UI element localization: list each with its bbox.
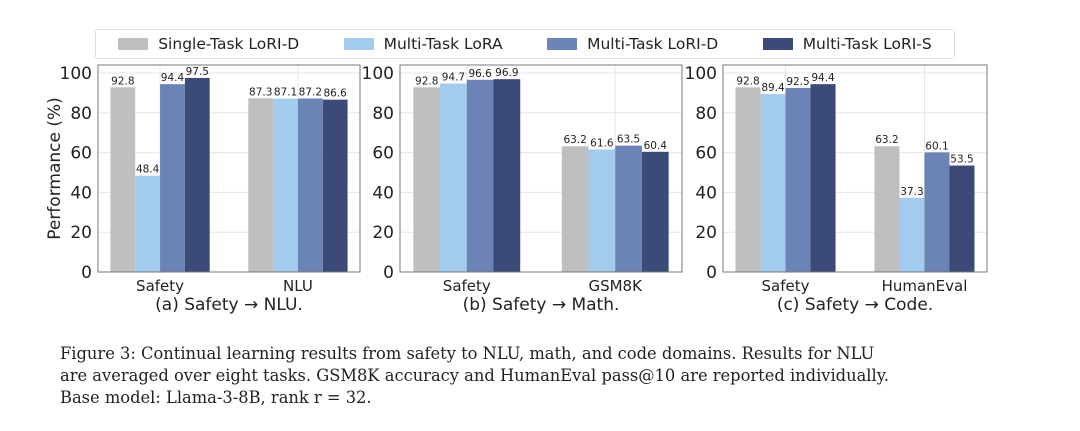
bar: [588, 149, 616, 272]
bar: [615, 145, 642, 272]
y-tick-label: 20: [70, 223, 92, 243]
legend-item: Multi-Task LoRI-D: [547, 35, 718, 53]
y-tick-label: 20: [372, 223, 394, 243]
data-label: 94.4: [161, 72, 185, 84]
data-label: 87.3: [249, 86, 272, 98]
legend-label: Multi-Task LoRI-D: [587, 35, 719, 53]
data-label: 92.8: [111, 75, 134, 87]
data-label: 89.4: [761, 82, 785, 94]
y-tick-label: 60: [70, 144, 92, 164]
data-label: 86.6: [323, 88, 347, 100]
legend: Single-Task LoRI-D Multi-Task LoRA Multi…: [95, 29, 955, 59]
y-tick-label: 100: [60, 64, 92, 84]
data-label: 92.5: [786, 76, 809, 88]
data-label: 37.3: [900, 186, 923, 198]
data-label: 60.1: [925, 140, 948, 152]
data-label: 94.7: [442, 72, 465, 84]
legend-swatch: [547, 38, 578, 50]
y-tick-label: 60: [695, 144, 717, 164]
bar: [440, 83, 467, 272]
plot-frame: [722, 64, 988, 273]
bar: [322, 99, 348, 272]
plot-frame: [399, 64, 683, 273]
data-label: 94.4: [811, 72, 835, 84]
figure-caption: Figure 3: Continual learning results fro…: [60, 343, 1040, 409]
subplot-title: (b) Safety → Math.: [463, 295, 620, 315]
plot-frame: [97, 64, 361, 273]
data-label: 96.9: [495, 67, 518, 79]
bar: [273, 98, 298, 273]
bar: [760, 94, 786, 273]
data-label: 53.5: [950, 154, 973, 166]
bar: [466, 79, 494, 273]
bar: [184, 77, 210, 272]
y-tick-label: 40: [372, 183, 394, 203]
y-tick-label: 0: [706, 263, 717, 283]
caption-line: Figure 3: Continual learning results fro…: [60, 344, 875, 363]
bar: [641, 151, 669, 272]
x-tick-label: Safety: [443, 277, 491, 295]
y-tick-label: 0: [81, 263, 92, 283]
data-label: 48.4: [136, 164, 160, 176]
legend-swatch: [762, 38, 793, 50]
y-axis-label: Performance (%): [45, 97, 65, 240]
x-tick-label: Safety: [136, 277, 184, 295]
bar: [899, 197, 925, 272]
caption-line: Base model: Llama-3-8B, rank r = 32.: [60, 388, 372, 407]
bar: [561, 146, 589, 272]
x-tick-label: Safety: [762, 277, 810, 295]
legend-swatch: [118, 38, 149, 50]
bar: [493, 79, 521, 272]
bar: [160, 84, 185, 272]
data-label: 96.6: [468, 68, 492, 80]
bar: [785, 87, 811, 272]
data-label: 87.2: [299, 86, 322, 98]
data-label: 63.2: [563, 134, 586, 146]
bar-charts: 0 20 40 60 80 100 92.8 87.3 48.4 87.1 94.4 87.2 97.5…: [45, 64, 988, 315]
bar: [924, 152, 950, 272]
legend-label: Multi-Task LoRI-S: [802, 35, 932, 53]
legend-item: Single-Task LoRI-D: [118, 35, 299, 53]
subplot-title: (c) Safety → Code.: [777, 295, 933, 315]
legend-item: Multi-Task LoRA: [343, 35, 503, 53]
bar: [248, 98, 274, 272]
x-tick-label: HumanEval: [882, 277, 968, 295]
y-tick-label: 20: [695, 223, 717, 243]
y-tick-label: 80: [70, 104, 92, 124]
bar: [810, 84, 836, 272]
data-label: 63.5: [617, 134, 640, 146]
y-tick-label: 60: [372, 144, 394, 164]
y-tick-label: 0: [383, 263, 394, 283]
data-label: 60.4: [644, 140, 668, 152]
data-label: 61.6: [590, 137, 614, 149]
x-tick-label: NLU: [283, 277, 313, 295]
legend-swatch: [343, 38, 374, 50]
y-tick-label: 100: [362, 64, 394, 84]
legend-item: Multi-Task LoRI-S: [762, 35, 932, 53]
bar: [110, 87, 136, 272]
legend-label: Multi-Task LoRA: [383, 35, 503, 53]
y-tick-label: 100: [685, 64, 717, 84]
data-label: 63.2: [875, 134, 898, 146]
bar: [874, 146, 900, 272]
data-label: 97.5: [186, 66, 209, 78]
data-label: 92.8: [736, 75, 759, 87]
bar: [297, 98, 323, 272]
legend-label: Single-Task LoRI-D: [158, 35, 300, 53]
bar: [949, 165, 975, 272]
bar: [735, 87, 761, 272]
y-tick-label: 80: [695, 104, 717, 124]
data-label: 92.8: [415, 75, 438, 87]
data-label: 87.1: [274, 87, 297, 99]
y-tick-label: 40: [695, 183, 717, 203]
subplot-title: (a) Safety → NLU.: [155, 295, 303, 315]
y-tick-label: 80: [372, 104, 394, 124]
bar: [413, 87, 441, 272]
y-tick-label: 40: [70, 183, 92, 203]
bar: [135, 175, 161, 272]
x-tick-label: GSM8K: [588, 277, 643, 295]
caption-line: are averaged over eight tasks. GSM8K acc…: [60, 366, 889, 385]
